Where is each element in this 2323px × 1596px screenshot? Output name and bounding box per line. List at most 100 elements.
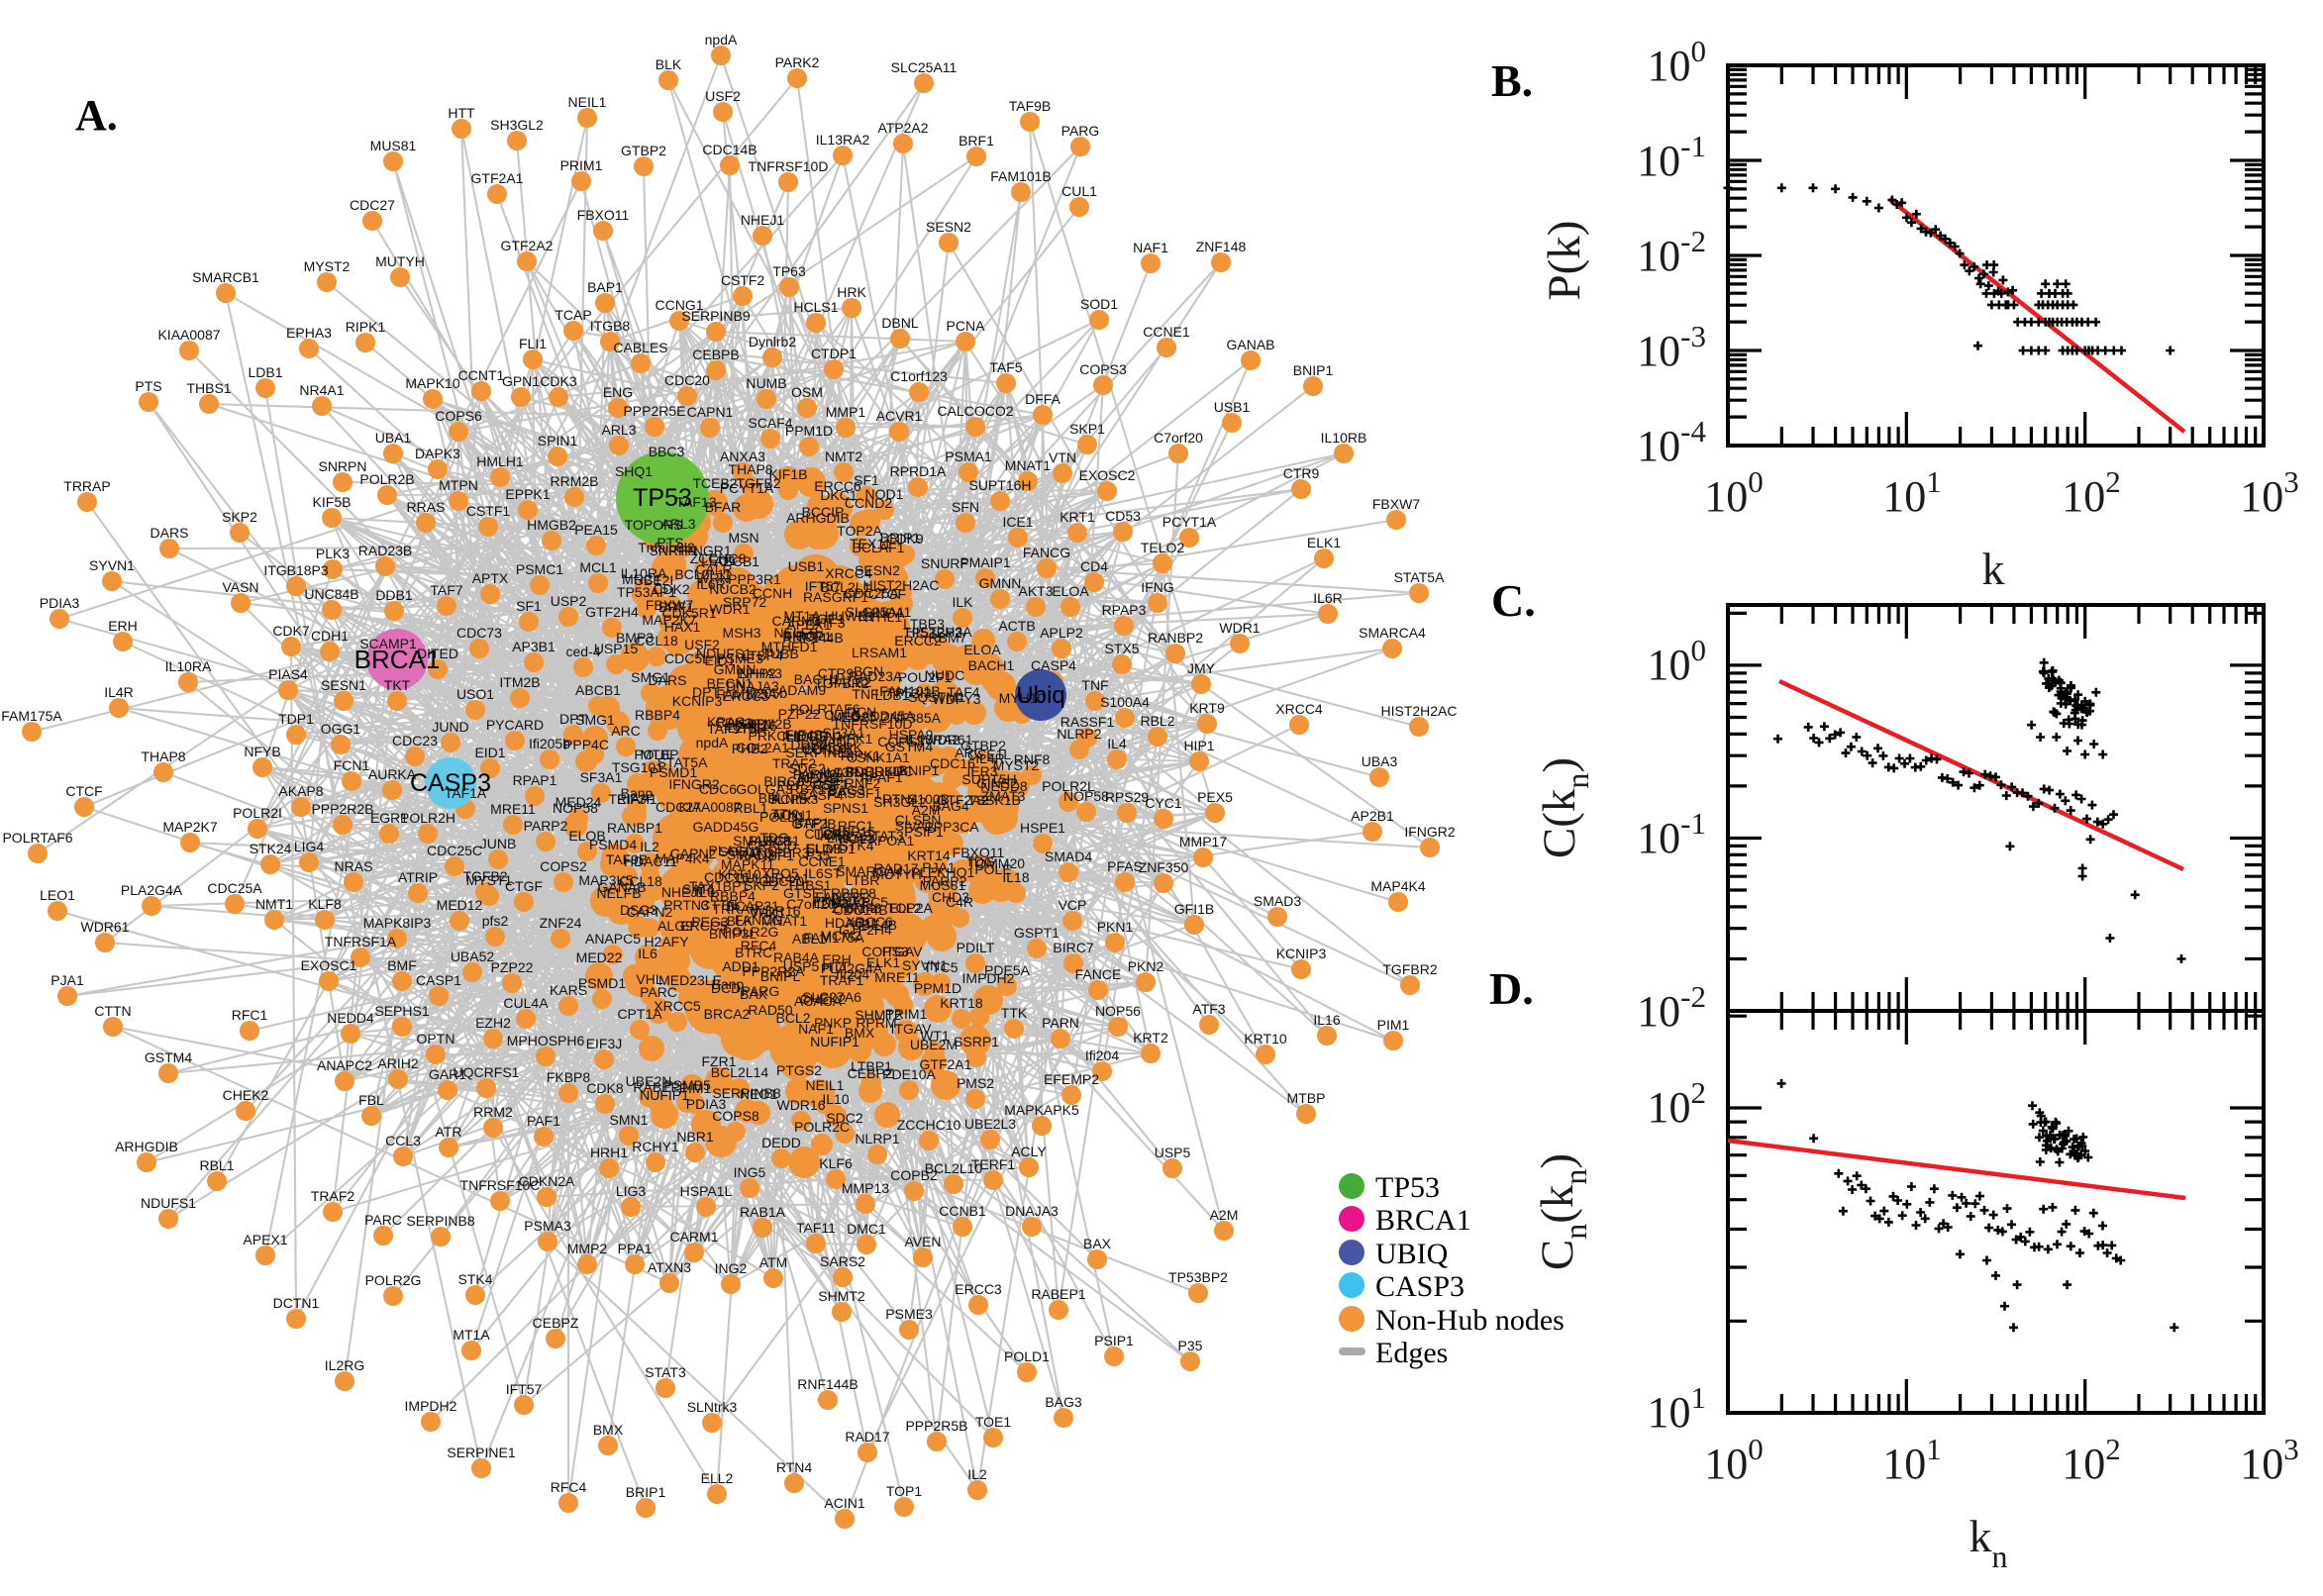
svg-text:CAPN1: CAPN1 [687,404,734,420]
svg-text:HMGB2: HMGB2 [527,517,576,533]
svg-text:GTSE1: GTSE1 [783,885,829,901]
svg-text:CDC23: CDC23 [392,733,438,748]
svg-text:CUL4A: CUL4A [503,995,549,1011]
svg-text:GAR1: GAR1 [429,1066,466,1082]
svg-text:ATXN3: ATXN3 [648,1259,691,1275]
svg-text:RAD23B: RAD23B [358,543,412,558]
svg-text:IL2RG: IL2RG [325,1357,364,1373]
svg-text:TAF9T5H: TAF9T5H [707,721,766,737]
svg-text:LMO4: LMO4 [827,830,864,846]
svg-text:MED24: MED24 [798,770,845,786]
svg-text:ING5: ING5 [734,1164,766,1180]
svg-text:CDC16: CDC16 [704,869,750,885]
svg-text:ANAPC5: ANAPC5 [585,931,641,947]
svg-text:A2M: A2M [912,802,941,818]
svg-text:ARC: ARC [611,723,641,739]
svg-text:IL4R: IL4R [975,750,1005,766]
svg-text:MUTYH: MUTYH [872,866,922,882]
svg-text:PSMB5: PSMB5 [663,1077,711,1093]
svg-text:RAD50: RAD50 [748,1002,792,1018]
svg-text:GSTM4: GSTM4 [885,739,933,754]
svg-text:BCCIP: BCCIP [802,504,845,520]
svg-text:MAP2K7: MAP2K7 [162,819,217,835]
svg-text:POLD1: POLD1 [759,809,805,825]
svg-text:10-3: 10-3 [1637,319,1706,375]
svg-text:IMPDH2: IMPDH2 [962,970,1015,986]
svg-text:FKBP8: FKBP8 [547,1069,591,1085]
svg-text:EXOSC1: EXOSC1 [301,957,357,973]
svg-text:EPHA3: EPHA3 [286,325,332,341]
svg-text:BAG3: BAG3 [828,782,865,798]
svg-text:CCND3: CCND3 [802,742,850,757]
svg-text:POLR2B: POLR2B [359,471,414,487]
svg-text:PTS: PTS [135,378,161,394]
svg-text:KRAS: KRAS [707,714,745,730]
svg-text:SMAD4: SMAD4 [1045,848,1092,864]
svg-text:THBS1: THBS1 [786,877,831,893]
svg-text:DKC1: DKC1 [820,487,858,503]
svg-text:STX5: STX5 [1104,641,1139,656]
svg-text:ELK1: ELK1 [1307,535,1341,550]
svg-text:ARC: ARC [955,745,984,760]
svg-text:CDC14B: CDC14B [702,142,757,157]
svg-text:MUS81: MUS81 [370,138,417,153]
svg-text:TOPORS: TOPORS [625,517,683,533]
svg-text:THBS1: THBS1 [186,380,231,396]
svg-text:PIAS4: PIAS4 [268,666,308,682]
svg-text:PSIP1: PSIP1 [1094,1333,1134,1348]
svg-text:APEX1: APEX1 [786,617,831,633]
svg-text:BBC3: BBC3 [649,444,685,459]
svg-text:WDR61: WDR61 [80,919,129,935]
svg-text:POLR2H: POLR2H [400,810,455,826]
svg-text:BRIP1: BRIP1 [880,530,921,546]
svg-text:BAP1: BAP1 [587,279,623,295]
svg-text:COPS6: COPS6 [435,408,482,424]
svg-text:VASN: VASN [222,579,258,595]
svg-text:CCND2: CCND2 [845,495,892,511]
svg-text:CDC5L: CDC5L [664,650,710,666]
svg-text:RAB4A: RAB4A [773,949,820,965]
svg-text:USF2: USF2 [705,88,741,104]
svg-text:ACIN1: ACIN1 [771,807,812,823]
svg-text:PARN: PARN [1042,1015,1079,1031]
svg-text:IFNGR1: IFNGR1 [680,543,732,558]
svg-text:ARHGDIB: ARHGDIB [786,510,850,526]
svg-text:KLF6: KLF6 [819,1155,853,1171]
svg-text:FAM173A: FAM173A [716,686,777,702]
svg-text:CLSPN: CLSPN [895,812,942,828]
svg-text:FAM101B: FAM101B [990,168,1051,184]
svg-text:PPP2R2A: PPP2R2A [742,963,805,979]
svg-text:TOP2A: TOP2A [887,900,933,916]
svg-text:ELL2: ELL2 [701,1470,734,1486]
svg-text:TOP1: TOP1 [886,1483,923,1499]
svg-text:MAP2K7: MAP2K7 [642,612,696,628]
svg-text:10-1: 10-1 [1637,129,1706,185]
svg-text:Ifi204: Ifi204 [836,966,869,982]
svg-text:SMN1: SMN1 [610,1112,649,1128]
svg-text:PLEKHO1: PLEKHO1 [911,864,975,880]
svg-text:OSM: OSM [791,384,823,400]
svg-text:PSMA1: PSMA1 [945,449,992,464]
svg-text:VASN: VASN [827,764,863,780]
svg-text:ZNF148: ZNF148 [1196,239,1247,254]
svg-text:SDC2: SDC2 [788,760,826,776]
svg-text:D.: D. [1489,963,1534,1014]
svg-text:TEX11: TEX11 [850,536,891,551]
svg-text:PRIM1: PRIM1 [560,157,603,173]
svg-text:COPS3: COPS3 [1079,361,1127,377]
svg-text:SOD1: SOD1 [719,844,757,859]
svg-text:RRM2B: RRM2B [550,473,598,489]
svg-text:COPS8: COPS8 [877,734,925,749]
svg-text:GADD45G: GADD45G [693,819,759,835]
svg-text:NOD1: NOD1 [865,486,904,502]
svg-text:POLR2G: POLR2G [723,924,779,940]
svg-text:UBE2M: UBE2M [910,1037,958,1052]
svg-text:KLF8: KLF8 [308,896,342,912]
svg-text:KIAA0087: KIAA0087 [678,799,741,815]
svg-text:CRADD: CRADD [748,838,797,853]
svg-text:APEX1: APEX1 [243,1232,287,1247]
svg-text:BRF1: BRF1 [959,133,994,149]
svg-text:NHP2: NHP2 [739,665,776,681]
svg-text:FANCG: FANCG [735,912,782,928]
svg-text:PARG: PARG [742,983,780,999]
